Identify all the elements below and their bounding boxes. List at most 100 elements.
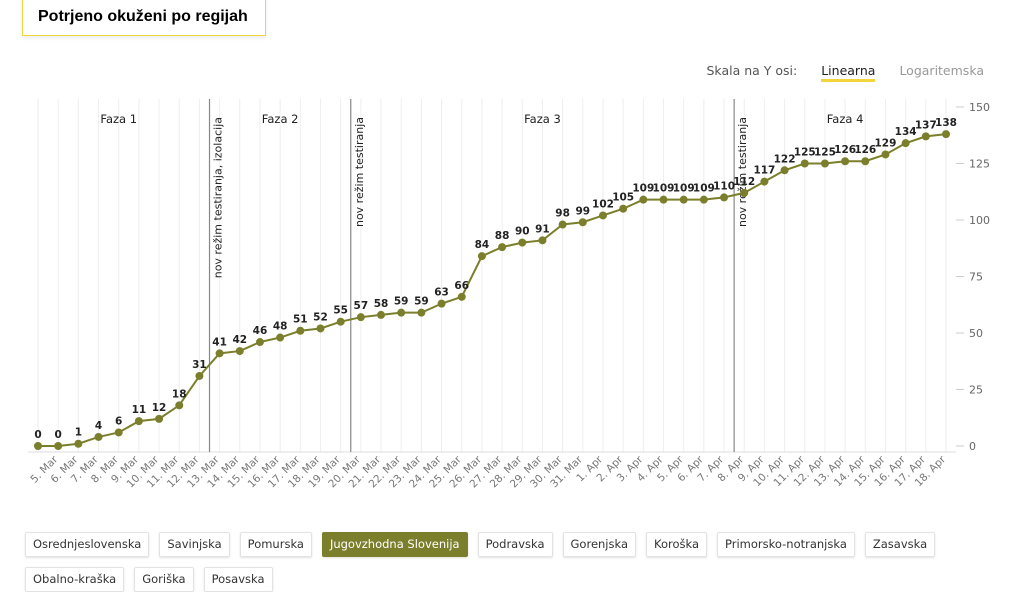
data-point <box>820 159 829 168</box>
data-label: 59 <box>414 296 429 308</box>
data-point <box>356 313 365 322</box>
region-button[interactable]: Podravska <box>477 532 553 557</box>
data-point <box>679 195 688 204</box>
data-label: 90 <box>515 226 530 238</box>
region-button[interactable]: Zasavska <box>864 532 936 557</box>
region-button[interactable]: Gorenjska <box>562 532 636 557</box>
region-button[interactable]: Posavska <box>203 567 273 592</box>
annotation-label: nov režim testiranja, izolacija <box>212 117 225 278</box>
y-tick-label: 150 <box>969 101 990 114</box>
data-point <box>417 308 426 317</box>
data-label: 99 <box>575 205 590 217</box>
data-label: 109 <box>653 183 675 195</box>
data-label: 102 <box>592 198 614 210</box>
data-point <box>255 338 264 347</box>
data-point <box>276 333 285 342</box>
data-label: 48 <box>273 321 288 333</box>
region-button[interactable]: Koroška <box>646 532 708 557</box>
data-point <box>54 442 63 450</box>
region-buttons: Osrednjeslovenska Savinjska Pomurska Jugovz… <box>25 532 965 592</box>
region-button[interactable]: Obalno-kraška <box>25 567 125 592</box>
data-point <box>841 157 850 166</box>
y-tick-label: 100 <box>969 214 990 227</box>
series-line <box>38 133 947 447</box>
scale-option[interactable]: Linearna <box>821 63 876 82</box>
data-point <box>498 243 507 252</box>
data-label: 109 <box>632 183 654 195</box>
region-button[interactable]: Goriška <box>134 567 194 592</box>
region-button[interactable]: Jugovzhodna Slovenija <box>321 532 468 557</box>
data-label: 52 <box>313 311 328 323</box>
data-label: 105 <box>612 192 634 204</box>
data-point <box>881 150 890 159</box>
y-tick-label: 75 <box>969 271 983 284</box>
data-label: 11 <box>132 404 147 416</box>
y-tick-label: 0 <box>969 440 976 453</box>
title-box: Potrjeno okuženi po regijah <box>22 0 266 36</box>
data-point <box>942 130 950 139</box>
data-label: 126 <box>834 144 856 156</box>
data-point <box>316 324 325 333</box>
data-point <box>518 238 527 247</box>
data-label: 122 <box>774 153 796 165</box>
data-label: 12 <box>152 402 167 414</box>
data-point <box>114 428 123 437</box>
data-label: 6 <box>115 415 122 427</box>
data-label: 46 <box>253 325 268 337</box>
data-label: 66 <box>454 280 469 292</box>
region-button[interactable]: Osrednjeslovenska <box>25 532 150 557</box>
data-label: 112 <box>733 176 755 188</box>
data-label: 51 <box>293 314 308 326</box>
data-point <box>94 432 103 441</box>
data-label: 84 <box>475 239 490 251</box>
data-label: 129 <box>875 137 897 149</box>
data-label: 110 <box>713 180 735 192</box>
data-point <box>538 236 547 245</box>
data-label: 117 <box>753 165 775 177</box>
data-point <box>397 308 406 317</box>
region-button[interactable]: Primorsko-notranjska <box>717 532 855 557</box>
data-point <box>134 417 143 426</box>
data-point <box>457 292 466 301</box>
data-point <box>861 157 870 166</box>
data-point <box>477 252 486 261</box>
data-label: 125 <box>814 147 836 159</box>
scale-option[interactable]: Logaritemska <box>899 63 984 78</box>
data-label: 134 <box>895 126 917 138</box>
data-point <box>699 195 708 204</box>
data-label: 98 <box>555 208 570 220</box>
data-point <box>296 326 305 335</box>
data-label: 126 <box>854 144 876 156</box>
data-point <box>336 317 345 326</box>
data-point <box>760 177 769 186</box>
data-point <box>558 220 567 229</box>
data-label: 55 <box>333 305 348 317</box>
region-button[interactable]: Savinjska <box>159 532 230 557</box>
scale-label: Skala na Y osi: <box>706 63 798 78</box>
phase-label: Faza 3 <box>524 112 561 126</box>
data-label: 109 <box>693 183 715 195</box>
data-point <box>155 414 164 423</box>
data-point <box>235 347 244 356</box>
data-point <box>578 218 587 227</box>
data-point <box>780 166 789 175</box>
data-point <box>195 371 204 380</box>
data-label: 4 <box>95 420 102 432</box>
data-point <box>921 132 930 141</box>
scale-toggle: Skala na Y osi: Linearna Logaritemska <box>706 63 984 82</box>
data-label: 125 <box>794 147 816 159</box>
annotation-label: nov režim testiranja <box>736 117 749 227</box>
data-point <box>720 193 729 202</box>
data-point <box>437 299 446 308</box>
region-button[interactable]: Pomurska <box>239 532 312 557</box>
data-label: 109 <box>673 183 695 195</box>
data-point <box>34 442 42 450</box>
data-label: 18 <box>172 388 187 400</box>
data-point <box>659 195 668 204</box>
data-label: 1 <box>75 427 82 439</box>
data-label: 137 <box>915 119 937 131</box>
phase-label: Faza 4 <box>827 112 864 126</box>
phase-label: Faza 1 <box>100 112 137 126</box>
